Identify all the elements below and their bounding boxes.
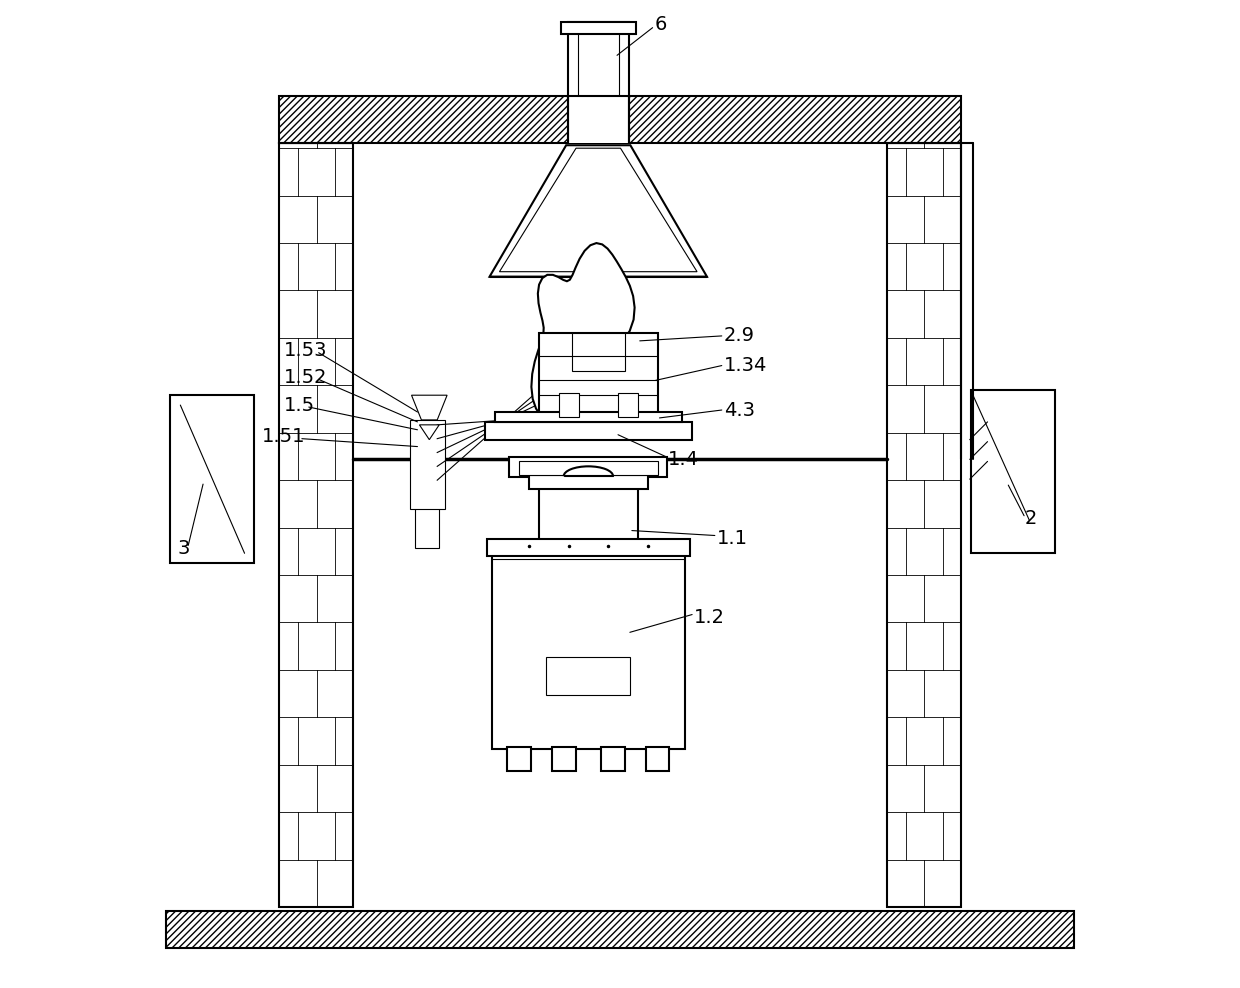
Bar <box>547 657 630 695</box>
Bar <box>279 96 961 143</box>
Text: 1.53: 1.53 <box>284 341 327 361</box>
Bar <box>568 22 629 96</box>
Polygon shape <box>532 243 635 427</box>
Bar <box>568 91 629 143</box>
Bar <box>887 143 961 907</box>
Bar <box>495 412 682 422</box>
Bar <box>552 747 575 771</box>
Bar <box>559 393 579 418</box>
Text: 1.51: 1.51 <box>263 427 306 447</box>
Text: 3: 3 <box>177 538 190 558</box>
Polygon shape <box>419 425 439 440</box>
Polygon shape <box>412 395 448 420</box>
Bar <box>507 747 531 771</box>
Bar <box>165 911 1075 948</box>
Bar <box>539 477 637 541</box>
Bar <box>487 539 689 556</box>
Bar <box>409 420 445 509</box>
Bar <box>529 475 647 489</box>
Text: 6: 6 <box>655 15 667 35</box>
Bar <box>170 395 254 563</box>
Bar <box>572 334 625 371</box>
Text: 2.9: 2.9 <box>724 326 755 346</box>
Text: 1.34: 1.34 <box>724 356 768 375</box>
Bar <box>279 143 353 907</box>
Polygon shape <box>490 145 707 277</box>
Bar <box>583 277 614 430</box>
Text: 1.4: 1.4 <box>667 450 698 469</box>
Bar <box>520 461 657 475</box>
Bar <box>971 390 1055 553</box>
Bar <box>560 22 636 34</box>
Bar <box>279 96 961 143</box>
Bar <box>165 911 1075 948</box>
Text: 4.3: 4.3 <box>724 400 755 420</box>
Bar <box>492 541 684 749</box>
Text: 2: 2 <box>1025 509 1038 529</box>
Bar <box>415 459 439 548</box>
Text: 1.2: 1.2 <box>694 608 725 627</box>
Text: 1.5: 1.5 <box>284 395 315 415</box>
Bar <box>601 747 625 771</box>
Bar <box>485 422 692 440</box>
Text: 1.52: 1.52 <box>284 368 327 387</box>
Bar <box>646 747 670 771</box>
Bar <box>618 393 637 418</box>
Bar <box>510 457 667 477</box>
Bar <box>539 334 657 428</box>
Text: 1.1: 1.1 <box>717 529 748 548</box>
